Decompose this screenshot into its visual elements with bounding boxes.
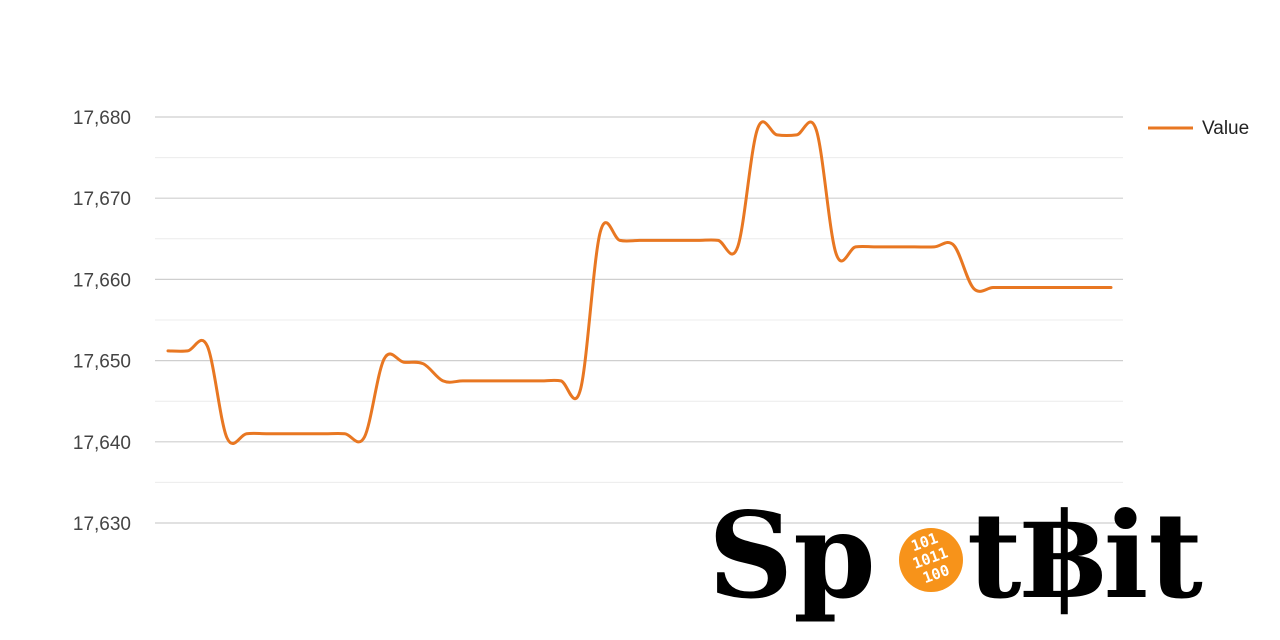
logo-letters-tbit: t฿it bbox=[967, 486, 1203, 625]
legend-label-value: Value bbox=[1202, 118, 1249, 139]
y-tick-label: 17,680 bbox=[73, 108, 131, 129]
logo-letters-sp: Sp bbox=[708, 486, 876, 625]
y-tick-label: 17,630 bbox=[73, 514, 131, 535]
logo-badge bbox=[899, 528, 963, 592]
y-tick-label: 17,670 bbox=[73, 189, 131, 210]
spotbit-logo: Sp 101 1011 100 t฿it bbox=[708, 486, 1203, 625]
grid-lines bbox=[155, 116, 1123, 524]
y-axis-ticks: 17,630 17,640 17,650 17,660 17,670 17,680 bbox=[73, 108, 131, 535]
y-tick-label: 17,650 bbox=[73, 352, 131, 373]
y-tick-label: 17,660 bbox=[73, 270, 131, 291]
y-tick-label: 17,640 bbox=[73, 433, 131, 454]
series-line-value[interactable] bbox=[166, 120, 1113, 445]
series-layer bbox=[166, 120, 1113, 445]
legend[interactable]: Value bbox=[1148, 118, 1249, 139]
